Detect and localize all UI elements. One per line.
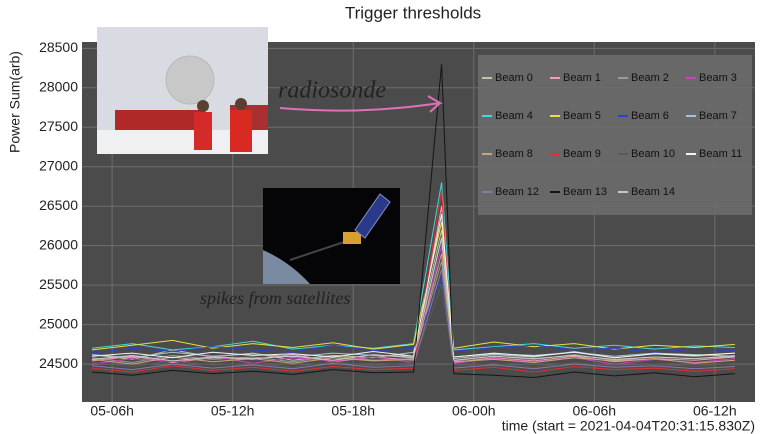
legend-label: Beam 10	[631, 148, 675, 160]
x-tick-label: 05-06h	[90, 403, 134, 419]
x-tick-label: 05-12h	[211, 403, 255, 419]
legend-label: Beam 1	[563, 72, 601, 84]
legend-label: Beam 4	[495, 110, 533, 122]
legend-label: Beam 12	[495, 186, 539, 198]
legend-label: Beam 13	[563, 186, 607, 198]
legend-label: Beam 0	[495, 72, 533, 84]
legend-label: Beam 6	[631, 110, 669, 122]
legend-label: Beam 9	[563, 148, 601, 160]
y-tick-label: 27000	[39, 157, 78, 173]
x-axis-label: time (start = 2021-04-04T20:31:15.830Z)	[502, 418, 755, 434]
legend-label: Beam 8	[495, 148, 533, 160]
y-tick-label: 26500	[39, 197, 78, 213]
annotation: spikes from satellites	[200, 288, 350, 308]
y-tick-label: 26000	[39, 236, 78, 252]
y-tick-label: 24500	[39, 355, 78, 371]
chart-title: Trigger thresholds	[345, 3, 481, 22]
legend-label: Beam 14	[631, 186, 675, 198]
legend-label: Beam 5	[563, 110, 601, 122]
y-tick-label: 27500	[39, 118, 78, 134]
legend: Beam 0 Beam 1 Beam 2 Beam 3 Beam 4 Beam 5 Beam…	[478, 55, 752, 215]
annotation: radiosonde	[278, 78, 386, 104]
satellite-photo	[263, 188, 400, 284]
balloon-photo	[97, 27, 268, 154]
y-tick-label: 28000	[39, 78, 78, 94]
x-tick-label: 06-00h	[452, 403, 496, 419]
x-tick-label: 05-18h	[331, 403, 375, 419]
page: {"chart_data": {"type": "line", "title":…	[0, 0, 761, 434]
x-tick-label: 06-12h	[693, 403, 737, 419]
chart: Trigger thresholds Power Sum(arb) time (…	[0, 0, 761, 434]
y-tick-label: 25500	[39, 276, 78, 292]
legend-label: Beam 11	[699, 148, 742, 160]
y-tick-label: 25000	[39, 315, 78, 331]
legend-label: Beam 3	[699, 72, 737, 84]
y-tick-label: 28500	[39, 39, 78, 55]
legend-label: Beam 7	[699, 110, 737, 122]
x-tick-label: 06-06h	[572, 403, 616, 419]
legend-label: Beam 2	[631, 72, 669, 84]
y-axis-label: Power Sum(arb)	[7, 51, 23, 153]
